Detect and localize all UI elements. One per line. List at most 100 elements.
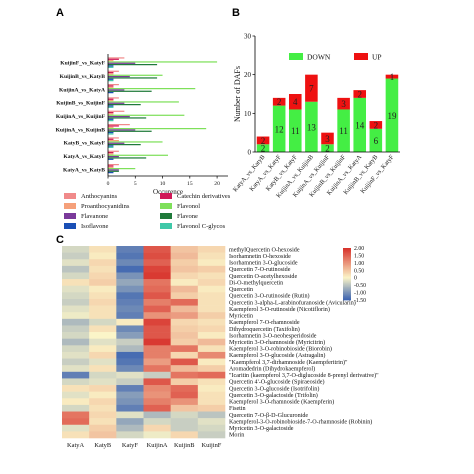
panel-b-y-tick-label: 20 [244, 71, 252, 79]
panel-c-heatmap-cell [62, 431, 90, 439]
panel-c-color-scale-band [343, 274, 351, 276]
panel-a-bar [108, 117, 147, 119]
panel-c-heatmap-cell [170, 404, 199, 412]
panel-c-color-scale-band [343, 264, 351, 267]
panel-c-heatmap-cell [116, 285, 144, 293]
panel-c-color-scale-band [343, 276, 351, 279]
panel-c-color-scale-band [343, 298, 351, 301]
panel-c-heatmap-cell [89, 385, 117, 392]
panel-b-bar [321, 132, 334, 145]
panel-c-heatmap-cell [62, 345, 90, 353]
panel-c-heatmap-cell [116, 411, 144, 419]
panel-c-heatmap-cell [170, 371, 199, 379]
panel-c-heatmap-cell [197, 431, 226, 439]
panel-a-legend-swatch [160, 193, 172, 199]
panel-c-heatmap-cell [143, 351, 171, 359]
panel-c-color-scale-band [343, 275, 351, 277]
panel-a-bar [108, 133, 114, 135]
panel-c-row-label: Quercetin O-acetylhexoside [229, 274, 297, 280]
panel-c-column-label: KuijinA [147, 442, 168, 449]
panel-c-color-scale-band [343, 257, 351, 259]
panel-a-x-tick-label: 15 [187, 181, 193, 187]
panel-c-heatmap-cell [89, 365, 117, 373]
panel-c-heatmap-cell [62, 365, 90, 373]
panel-b-bar [272, 105, 286, 152]
panel-a-bar [108, 113, 114, 115]
panel-c-color-scale-band [343, 283, 351, 285]
panel-c-heatmap-cell [116, 298, 144, 306]
panel-c-row-label: Quercetin 7-O-β-D-Glucuronide [229, 413, 308, 419]
panel-c-color-scale-band [343, 254, 351, 257]
panel-a-bar [108, 61, 218, 63]
panel-c-heatmap-cell [143, 378, 171, 386]
panel-a-bar [108, 164, 119, 166]
panel-c-heatmap-cell [62, 424, 90, 432]
panel-c-heatmap-cell [89, 404, 117, 412]
panel-c-heatmap-cell [62, 285, 90, 293]
panel-b-bar [385, 78, 399, 152]
panel-c-heatmap-cell [143, 246, 171, 253]
panel-b-bar [288, 109, 302, 152]
panel-c-heatmap-cell [170, 325, 199, 333]
panel-c-heatmap-cell [89, 345, 117, 353]
panel-a-bar [108, 65, 114, 67]
panel-a-legend-label: Flavonol [177, 203, 200, 210]
panel-c-heatmap-cell [62, 265, 90, 273]
panel-c-heatmap-cell [116, 378, 144, 386]
panel-c-heatmap-cell [89, 411, 117, 419]
panel-c-heatmap-cell [170, 298, 199, 306]
panel-c-heatmap-cell [62, 279, 90, 287]
panel-b-bar [305, 74, 318, 102]
panel-c-heatmap-cell [197, 424, 226, 432]
panel-c-heatmap-cell [143, 358, 171, 366]
panel-c-color-scale-label: -1.00 [354, 291, 366, 297]
panel-c-color-scale-band [343, 277, 351, 280]
panel-b-bar-label: 2 [277, 97, 282, 107]
panel-c-heatmap-cell [170, 312, 199, 320]
panel-c-heatmap-cell [89, 378, 117, 386]
panel-a-legend-label: Flavonol C-glycos [177, 223, 226, 230]
panel-a-bar [108, 142, 125, 144]
panel-a-bar [108, 112, 114, 114]
panel-c-heatmap-cell [143, 298, 171, 306]
panel-c-color-scale-band [343, 270, 351, 272]
panel-a-bar [108, 70, 119, 72]
panel-c-heatmap-cell [62, 292, 90, 300]
panel-a-bar [108, 165, 114, 167]
panel-c-heatmap-cell [170, 305, 199, 313]
panel-c-heatmap-cell [62, 418, 90, 426]
panel-c-heatmap-cell [143, 312, 171, 320]
panel-c-heatmap-cell [62, 332, 90, 339]
panel-c-row-label: Quercetin 3-alpha-L-arabinofuranoside (A… [229, 299, 356, 306]
panel-c-heatmap-cell [170, 431, 199, 439]
panel-b-bar [337, 97, 350, 110]
panel-c-heatmap-cell [116, 265, 144, 273]
panel-c-heatmap-cell [89, 398, 117, 406]
panel-a-bar [108, 157, 147, 159]
panel-a-bar [108, 102, 125, 104]
panel-a-bar [108, 110, 125, 112]
panel-a-bar [108, 92, 114, 94]
panel-c-heatmap-cell [143, 398, 171, 406]
panel-a-x-tick-label: 0 [107, 181, 110, 187]
panel-c-heatmap-cell [89, 318, 117, 326]
panel-c-column-label: KatyF [122, 442, 138, 449]
panel-c-heatmap-cell [143, 325, 171, 333]
panel-b-bar [256, 144, 270, 152]
panel-c-heatmap-cell [197, 279, 226, 287]
panel-a-bar [108, 84, 119, 86]
panel-c-row-label: Myricetin [229, 314, 253, 320]
panel-c-heatmap-cell [89, 371, 117, 379]
panel-a-bar [108, 166, 114, 168]
panel-c-heatmap-cell [170, 345, 199, 353]
panel-c-row-label: Kaempferol 3-O-glucoside (Astragalin) [229, 352, 325, 359]
panel-a-legend-label: Catechin derivatives [177, 193, 231, 200]
panel-c-color-scale-band [343, 268, 351, 271]
panel-c-heatmap-cell [116, 259, 144, 267]
panel-b-bar-label: 2 [374, 120, 379, 130]
panel-c-color-scale-band [343, 258, 351, 261]
panel-c-row-label: Quercetin [229, 287, 253, 293]
panel-c-heatmap-cell [143, 305, 171, 313]
panel-c-heatmap-cell [197, 411, 226, 419]
panel-c-heatmap-cell [143, 418, 171, 426]
